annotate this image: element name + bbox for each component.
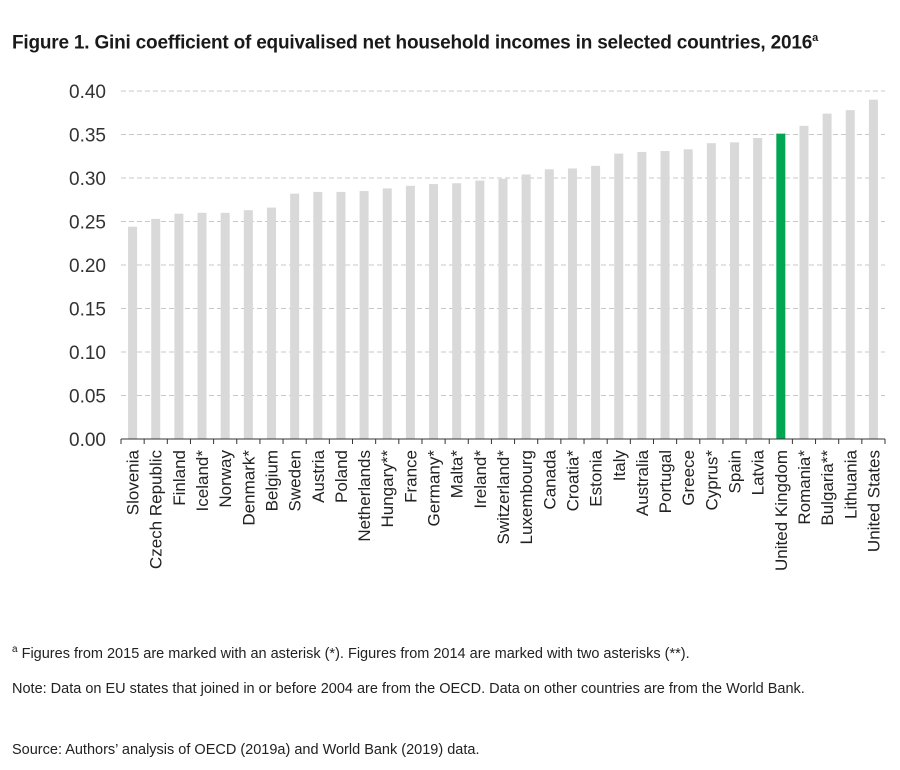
chart-title-superscript: a <box>812 32 818 44</box>
y-tick-label: 0.10 <box>69 343 106 364</box>
bar <box>637 151 647 439</box>
x-tick-label: Slovenia <box>124 449 143 515</box>
y-tick-label: 0.40 <box>69 82 106 103</box>
x-tick-label: Luxembourg <box>517 450 536 545</box>
bar <box>706 143 716 439</box>
bar <box>266 207 276 439</box>
bar <box>452 183 462 439</box>
x-axis-labels: Slovenia Czech Republic Finland Iceland* Nor… <box>124 449 884 571</box>
y-axis-ticks: 0.00 0.05 0.10 0.15 0.20 0.25 0.30 0.35 0.40 <box>69 82 106 451</box>
x-tick-label: Netherlands <box>355 450 374 542</box>
x-tick-label: Portugal <box>656 450 675 513</box>
y-tick-label: 0.30 <box>69 169 106 190</box>
bar <box>336 191 346 439</box>
y-tick-label: 0.35 <box>69 126 106 147</box>
x-tick-label: Finland <box>170 450 189 506</box>
x-tick-label: Hungary** <box>378 450 397 528</box>
bar <box>313 191 323 439</box>
x-tick-label: United Kingdom <box>772 450 791 571</box>
bar <box>521 174 531 439</box>
x-tick-label: Ireland* <box>471 450 490 509</box>
bar <box>753 137 763 440</box>
x-tick-label: Malta* <box>448 450 467 499</box>
bar <box>498 178 508 439</box>
x-tick-label: Latvia <box>749 449 768 495</box>
bars <box>128 99 878 440</box>
y-tick-label: 0.05 <box>69 387 106 408</box>
bar <box>382 188 392 439</box>
bar <box>359 191 369 439</box>
chart-title-text: Figure 1. Gini coefficient of equivalise… <box>12 32 813 54</box>
x-tick-label: Switzerland* <box>494 450 513 545</box>
bar <box>614 153 624 439</box>
x-axis <box>120 438 886 444</box>
data-note: Note: Data on EU states that joined in o… <box>12 681 805 697</box>
y-tick-label: 0.15 <box>69 300 106 321</box>
bar <box>845 110 855 439</box>
footnote-text: Figures from 2015 are marked with an ast… <box>17 645 690 662</box>
x-tick-label: Sweden <box>286 450 305 511</box>
x-tick-label: Germany* <box>425 450 444 527</box>
bar <box>405 185 415 439</box>
x-tick-label: Estonia <box>587 449 606 506</box>
bar <box>868 99 878 439</box>
x-tick-label: Iceland* <box>193 450 212 512</box>
bar-chart: 0.00 0.05 0.10 0.15 0.20 0.25 0.30 0.35 0.40 Slo… <box>69 82 886 571</box>
bar <box>660 151 670 439</box>
x-tick-label: Norway <box>216 450 235 508</box>
x-tick-label: France <box>401 450 420 503</box>
x-tick-label: Canada <box>540 449 559 509</box>
x-tick-label: Austria <box>309 449 328 502</box>
footnote: a Figures from 2015 are marked with an a… <box>12 638 882 666</box>
bar <box>730 142 740 439</box>
bar <box>290 193 300 439</box>
bar <box>799 125 809 440</box>
x-tick-label: Czech Republic <box>147 450 166 570</box>
x-tick-label: Cyprus* <box>702 450 721 511</box>
bar <box>429 184 439 439</box>
bar <box>776 133 786 439</box>
y-tick-label: 0.20 <box>69 256 106 277</box>
footnote-marker: a <box>12 644 18 655</box>
x-tick-label: Australia <box>633 449 652 516</box>
y-tick-label: 0.00 <box>69 430 106 451</box>
x-tick-label: United States <box>864 450 883 552</box>
x-tick-label: Lithuania <box>841 449 860 519</box>
x-tick-label: Belgium <box>262 450 281 511</box>
x-tick-label: Italy <box>610 450 629 482</box>
bar <box>197 212 207 439</box>
x-tick-label: Croatia* <box>563 450 582 512</box>
x-tick-label: Spain <box>726 450 745 493</box>
x-tick-label: Greece <box>679 450 698 506</box>
bar <box>128 226 138 439</box>
x-tick-label: Bulgaria** <box>818 450 837 526</box>
x-tick-label: Romania* <box>795 450 814 525</box>
x-tick-label: Denmark* <box>239 450 258 526</box>
bar <box>475 180 485 440</box>
chart-title: Figure 1. Gini coefficient of equivalise… <box>12 32 818 54</box>
bar <box>591 165 601 439</box>
bar <box>544 169 554 440</box>
source-note: Source: Authors’ analysis of OECD (2019a… <box>12 742 480 758</box>
bar <box>174 213 184 439</box>
bar <box>683 149 693 440</box>
bar <box>151 218 161 439</box>
bar <box>822 113 832 440</box>
bar <box>243 210 253 439</box>
bar <box>567 168 577 439</box>
y-tick-label: 0.25 <box>69 213 106 234</box>
bar <box>220 212 230 439</box>
x-tick-label: Poland <box>332 450 351 503</box>
